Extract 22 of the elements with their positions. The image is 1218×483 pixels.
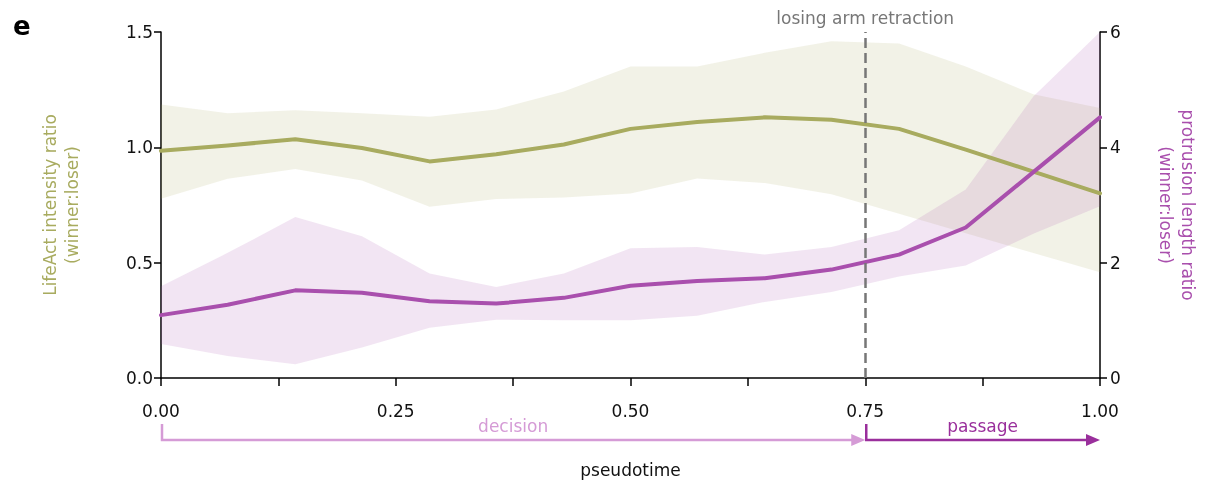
x-tick-label: 0.00 xyxy=(142,400,180,421)
y-tick-label: 0.0 xyxy=(125,368,153,388)
y-tick-label: 0.5 xyxy=(125,252,153,273)
line-series xyxy=(159,115,1102,196)
y-tick-label: 1.0 xyxy=(125,137,153,158)
y-axis-title: LifeAct intensity ratio (winner:loser) xyxy=(40,114,82,296)
y2-tick-label: 2 xyxy=(1110,252,1121,273)
y2-tick-label: 0 xyxy=(1110,368,1121,388)
chart-title: e xyxy=(13,11,31,41)
ref-line-label: losing arm retraction xyxy=(776,7,955,28)
x-tick-label: 0.75 xyxy=(846,400,885,421)
x-axis-title: pseudotime xyxy=(580,459,681,480)
x-tick-label: 0.50 xyxy=(611,400,650,421)
text: decision xyxy=(478,416,549,436)
y-tick-label: 1.5 xyxy=(125,22,153,42)
y2-tick-label: 6 xyxy=(1110,22,1121,42)
x-tick-label: 1.00 xyxy=(1081,400,1119,421)
y2-axis-title: protrusion length ratio (winner:loser) xyxy=(1156,109,1198,301)
y2-tick-label: 4 xyxy=(1110,137,1121,158)
line-series xyxy=(159,115,1102,318)
x-tick-label: 0.25 xyxy=(376,400,415,421)
text: passage xyxy=(947,416,1018,436)
